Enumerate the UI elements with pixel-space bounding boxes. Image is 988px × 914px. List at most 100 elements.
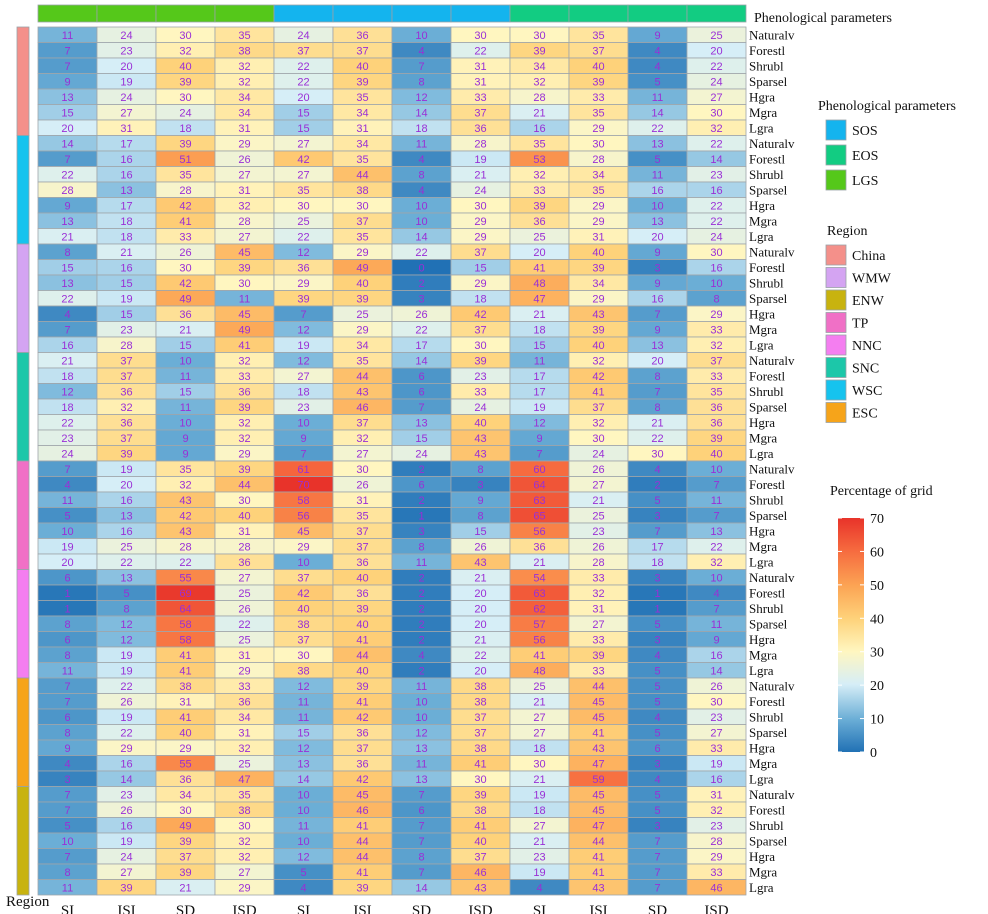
cell-value: 31 [592,231,604,243]
cell-value: 11 [416,557,427,569]
cell-value: 44 [356,836,368,848]
cell-value: 22 [651,123,663,135]
cell-value: 24 [120,851,132,863]
cell-value: 39 [592,76,604,88]
region-annotation-bar [16,26,30,896]
cell-value: 19 [533,867,545,879]
cell-value: 36 [238,696,250,708]
cell-value: 32 [179,479,191,491]
cell-value: 10 [179,417,191,429]
cell-value: 37 [297,572,309,584]
cell-value: 30 [710,247,722,259]
cell-value: 3 [654,820,660,832]
cell-value: 21 [533,774,545,786]
cell-value: 30 [179,30,191,42]
cell-value: 34 [592,169,604,181]
row-label: Forestl [749,802,786,817]
cell-value: 19 [533,789,545,801]
cell-value: 1 [64,603,70,615]
cell-value: 19 [61,541,73,553]
cell-value: 56 [297,510,309,522]
cell-value: 21 [474,572,486,584]
cell-value: 13 [651,138,663,150]
cell-value: 49 [179,293,191,305]
cell-value: 36 [120,417,132,429]
cell-value: 57 [533,619,545,631]
colorbar-tick-label: 60 [870,545,884,560]
cell-value: 19 [297,340,309,352]
region-legend-swatch [825,244,847,266]
cell-value: 21 [533,557,545,569]
cell-value: 32 [710,123,722,135]
cell-value: 42 [592,371,604,383]
cell-value: 39 [356,681,368,693]
row-label: Sparsel [749,182,788,197]
cell-value: 32 [238,355,250,367]
cell-value: 7 [418,402,424,414]
cell-value: 11 [180,371,191,383]
row-label: Forestl [749,694,786,709]
colorbar-tick-label: 50 [870,579,884,594]
cell-value: 16 [120,495,132,507]
cell-value: 30 [651,448,663,460]
colorbar-tick-label: 20 [870,679,884,694]
cell-value: 26 [120,805,132,817]
cell-value: 41 [592,727,604,739]
cell-value: 27 [120,867,132,879]
cell-value: 25 [297,216,309,228]
cell-value: 37 [356,526,368,538]
row-label: Hgra [749,306,775,321]
region-legend-swatch [825,289,847,311]
region-legend-label: TP [852,317,869,332]
cell-value: 22 [710,61,722,73]
cell-value: 43 [474,557,486,569]
row-label: Naturalv [749,570,795,585]
row-label: Mgra [749,647,777,662]
cell-value: 5 [654,681,660,693]
cell-value: 27 [356,448,368,460]
cell-value: 38 [474,681,486,693]
cell-value: 39 [179,138,191,150]
cell-value: 9 [654,247,660,259]
row-label: Mgra [749,430,777,445]
cell-value: 26 [592,541,604,553]
cell-value: 19 [710,758,722,770]
cell-value: 7 [418,836,424,848]
cell-value: 38 [297,665,309,677]
cell-value: 14 [415,355,427,367]
cell-value: 13 [651,340,663,352]
cell-value: 6 [418,386,424,398]
phenology-bar-cell [96,4,157,23]
cell-value: 44 [356,851,368,863]
cell-value: 21 [474,169,486,181]
cell-value: 39 [592,324,604,336]
cell-value: 2 [418,588,424,600]
cell-value: 9 [64,76,70,88]
cell-value: 7 [713,603,719,615]
cell-value: 41 [238,340,250,352]
cell-value: 56 [533,526,545,538]
cell-value: 44 [592,681,604,693]
cell-value: 14 [297,774,309,786]
cell-value: 16 [651,293,663,305]
cell-value: 30 [297,200,309,212]
cell-value: 45 [238,309,250,321]
cell-value: 19 [120,76,132,88]
cell-value: 6 [64,712,70,724]
cell-value: 26 [710,681,722,693]
cell-value: 22 [61,169,73,181]
cell-value: 22 [710,200,722,212]
cell-value: 3 [654,758,660,770]
cell-value: 37 [474,324,486,336]
region-bar-segment [16,352,30,462]
cell-value: 25 [120,541,132,553]
cell-value: 32 [710,340,722,352]
cell-value: 37 [297,634,309,646]
cell-value: 26 [238,154,250,166]
cell-value: 37 [120,355,132,367]
cell-value: 15 [120,278,132,290]
cell-value: 18 [474,293,486,305]
cell-value: 20 [61,123,73,135]
cell-value: 6 [418,479,424,491]
region-legend-swatch [825,312,847,333]
